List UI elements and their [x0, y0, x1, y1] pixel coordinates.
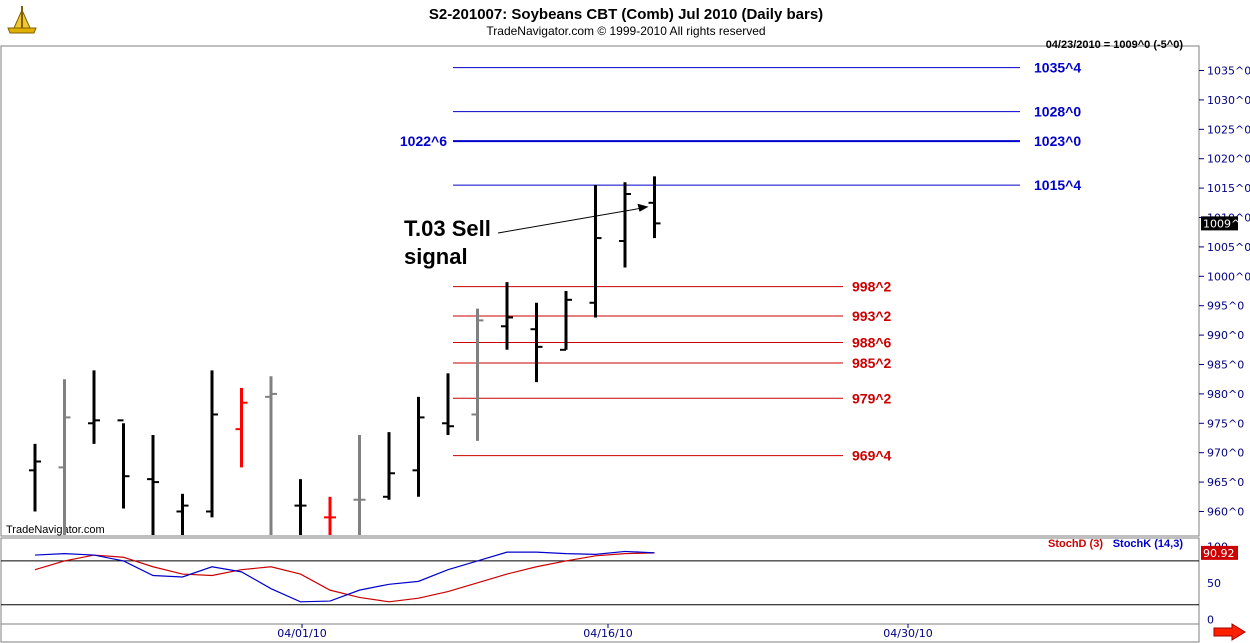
date-axis: 04/01/10 04/16/10 04/30/10 [277, 624, 933, 640]
level-label: 1035^4 [1034, 60, 1081, 76]
date-tick-label: 04/30/10 [883, 627, 932, 640]
stoch-value-label: 90.92 [1203, 547, 1235, 560]
legend-stochd: StochD (3) [1048, 538, 1103, 550]
price-tick-label: 1005^0 [1207, 241, 1250, 254]
price-tick-label: 975^0 [1207, 417, 1244, 430]
level-label: 1028^0 [1034, 104, 1081, 120]
annotation-line1: T.03 Sell [404, 216, 491, 241]
trade-navigator-logo-icon[interactable] [7, 6, 37, 34]
watermark: TradeNavigator.com [6, 524, 105, 536]
sell-signal-annotation: T.03 Sell signal [404, 203, 649, 269]
last-price-info: 04/23/2010 = 1009^0 (-5^0) [1046, 39, 1184, 51]
annotation-arrowhead-icon [637, 203, 649, 212]
stoch-panel-frame [0, 537, 1200, 625]
price-tick-label: 970^0 [1207, 447, 1244, 460]
price-tick-label: 965^0 [1207, 476, 1244, 489]
price-tick-label: 1020^0 [1207, 153, 1250, 166]
price-tick-label: 1000^0 [1207, 270, 1250, 283]
stoch-series-line [34, 552, 655, 603]
price-tick-label: 960^0 [1207, 505, 1244, 518]
chart-title: S2-201007: Soybeans CBT (Comb) Jul 2010 … [429, 6, 823, 23]
date-tick-label: 04/01/10 [277, 627, 326, 640]
price-tick-label: 990^0 [1207, 329, 1244, 342]
date-tick-label: 04/16/10 [583, 627, 632, 640]
level-label: 998^2 [852, 279, 892, 295]
price-bars [29, 176, 661, 535]
price-tick-label: 985^0 [1207, 358, 1244, 371]
stochastic-panel: 05010090.92 [1, 540, 1238, 626]
stoch-value-box [1201, 545, 1238, 560]
stoch-tick-label: 0 [1207, 613, 1214, 626]
price-tick-label: 1035^0 [1207, 65, 1250, 78]
price-tick-label: 1015^0 [1207, 182, 1250, 195]
price-panel-frame [0, 45, 1200, 537]
date-axis-panel [0, 623, 1200, 643]
stoch-tick-label: 50 [1207, 577, 1221, 590]
price-tick-label: 1025^0 [1207, 123, 1250, 136]
level-label: 1015^4 [1034, 177, 1081, 193]
annotation-arrow [497, 207, 641, 234]
level-left-label: 1022^6 [400, 133, 447, 149]
annotation-line2: signal [404, 244, 468, 269]
legend-stochk: StochK (14,3) [1113, 538, 1184, 550]
level-label: 988^6 [852, 334, 892, 350]
scroll-right-arrow-icon[interactable] [1213, 623, 1246, 641]
level-label: 1023^0 [1034, 133, 1081, 149]
level-label: 969^4 [852, 448, 892, 464]
last-price-box [1201, 216, 1238, 231]
price-levels: 1035^4 1028^0 1023^0 1022^6 1015^4 998^2 993^2… [400, 60, 1081, 464]
last-price-label: 1009^0 [1203, 217, 1247, 230]
level-label: 993^2 [852, 308, 892, 324]
price-tick-label: 995^0 [1207, 300, 1244, 313]
price-axis: 960^0 965^0 970^0 975^0 980^0 985^0 990^0 995^0… [1198, 47, 1250, 535]
price-tick-label: 980^0 [1207, 388, 1244, 401]
stoch-series-line [34, 550, 655, 603]
level-label: 985^2 [852, 355, 892, 371]
chart-subtitle: TradeNavigator.com © 1999-2010 All right… [486, 24, 765, 38]
level-label: 979^2 [852, 390, 892, 406]
price-tick-label: 1030^0 [1207, 94, 1250, 107]
